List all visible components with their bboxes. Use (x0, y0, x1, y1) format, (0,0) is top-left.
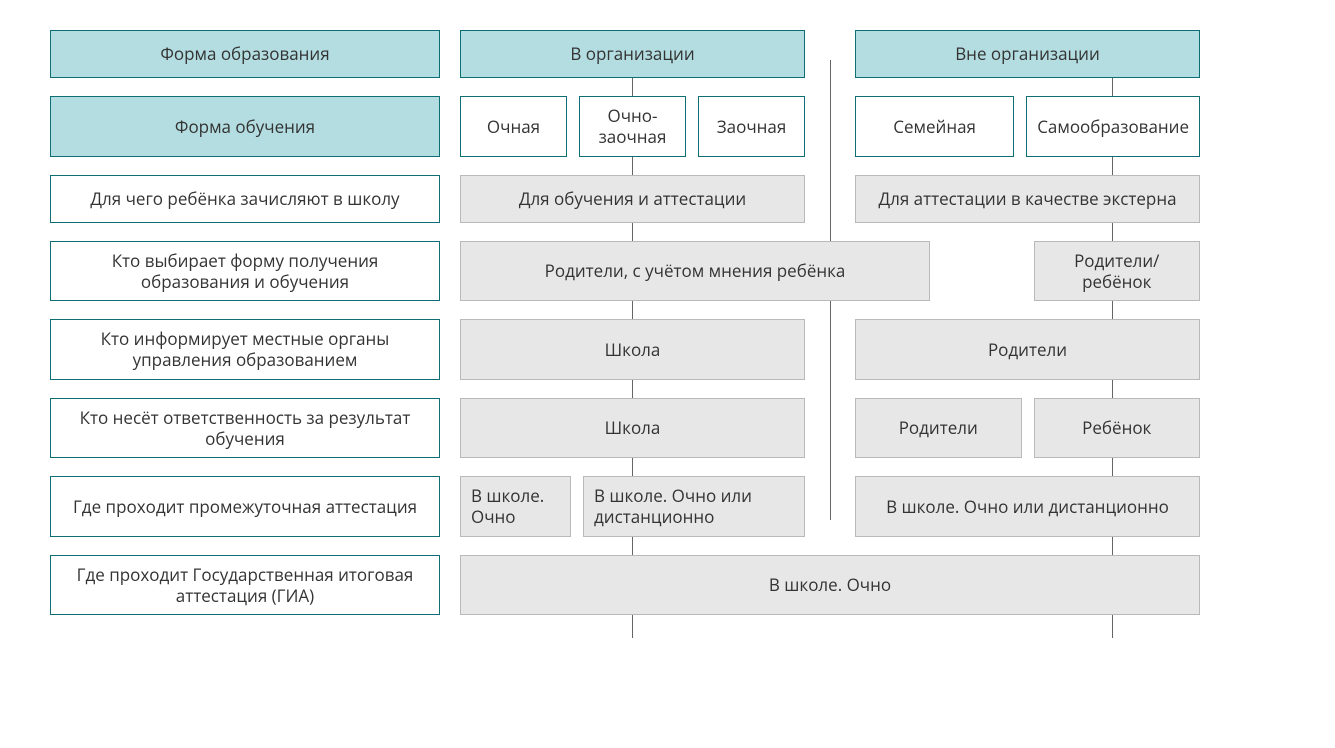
opt-ochno-zaochnaya: Очно-заочная (579, 96, 686, 157)
header-out-org: Вне организации (855, 30, 1200, 78)
row-label: Для чего ребёнка зачисляют в школу (50, 175, 440, 223)
row-val: В школе. Очно или дистанционно (583, 476, 805, 537)
row-org: В школе. Очно В школе. Очно или дистанци… (460, 476, 805, 537)
row-label: Кто несёт ответственность за результат о… (50, 398, 440, 459)
row-val: В школе. Очно (460, 476, 571, 537)
row-val: В школе. Очно или дистанционно (855, 476, 1200, 537)
education-forms-table: Форма образования В организации Вне орга… (50, 30, 1285, 615)
opt-ochnaya: Очная (460, 96, 567, 157)
options-org: Очная Очно-заочная Заочная (460, 96, 805, 157)
header-in-org: В организации (460, 30, 805, 78)
row-val: Родители/ребёнок (1034, 241, 1201, 302)
row-label: Кто информирует местные органы управлени… (50, 319, 440, 380)
header-form-learning: Форма обучения (50, 96, 440, 157)
row-val: Родители (855, 398, 1022, 459)
row-val: Школа (460, 398, 805, 459)
opt-samoobrazovanie: Самообразование (1026, 96, 1200, 157)
row-val-span: Родители, с учётом мнения ребёнка (460, 241, 930, 302)
row-val: Родители (855, 319, 1200, 380)
row-label: Где проходит Государственная итоговая ат… (50, 555, 440, 616)
row-out: Родители Ребёнок (855, 398, 1200, 459)
row-val: Для обучения и аттестации (460, 175, 805, 223)
opt-zaochnaya: Заочная (698, 96, 805, 157)
opt-semeynaya: Семейная (855, 96, 1014, 157)
row-val: Для аттестации в качестве экстерна (855, 175, 1200, 223)
row-val: Ребёнок (1034, 398, 1201, 459)
row-label: Где проходит промежуточная аттестация (50, 476, 440, 537)
row-label: Кто выбирает форму получения образования… (50, 241, 440, 302)
row-val: Школа (460, 319, 805, 380)
options-out: Семейная Самообразование (855, 96, 1200, 157)
header-form-education: Форма образования (50, 30, 440, 78)
row-val-full: В школе. Очно (460, 555, 1200, 616)
